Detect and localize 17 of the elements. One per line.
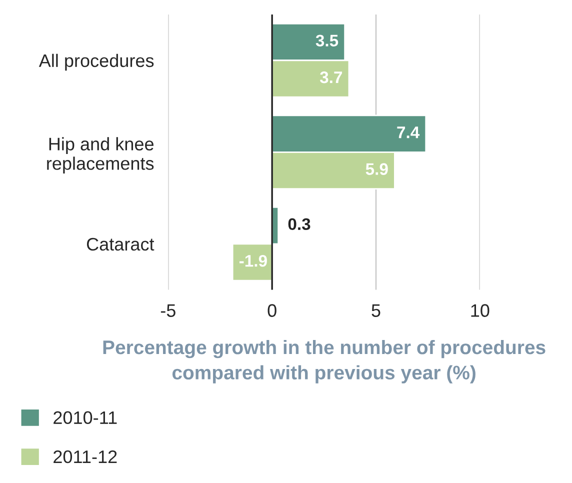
- data-label: 0.3: [288, 218, 310, 230]
- y-tick-label: All procedures: [38, 54, 154, 71]
- y-tick-label: Hip and knee replacements: [47, 137, 154, 174]
- data-label: 5.9: [366, 163, 388, 175]
- data-label: -1.9: [239, 254, 267, 267]
- data-label: 3.7: [320, 71, 342, 84]
- bar: [232, 243, 273, 282]
- x-tick-label: 0: [268, 304, 276, 317]
- y-tick-label: Cataract: [86, 238, 154, 251]
- x-tick-label: 5: [372, 304, 380, 317]
- legend-label: 2011-12: [54, 450, 117, 464]
- data-label: 3.5: [316, 34, 338, 47]
- x-axis-title: Percentage growth in the number of procedures compared with previous year (%): [103, 340, 546, 384]
- x-tick-label: -5: [160, 304, 176, 317]
- data-label: 7.4: [397, 126, 420, 138]
- legend-label: 2010-11: [54, 411, 117, 424]
- x-tick-label: 10: [471, 304, 490, 317]
